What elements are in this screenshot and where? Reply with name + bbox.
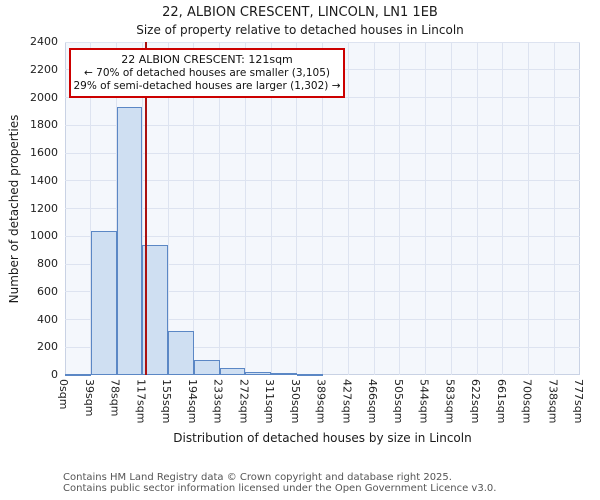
x-tick-label: 350sqm — [288, 379, 302, 424]
x-tick-label: 117sqm — [134, 379, 148, 424]
x-tick-label: 39sqm — [82, 379, 96, 417]
chart-title: 22, ALBION CRESCENT, LINCOLN, LN1 1EB — [162, 5, 438, 20]
histogram-bar — [65, 373, 91, 376]
v-gridline — [322, 42, 323, 375]
x-axis-label: Distribution of detached houses by size … — [173, 431, 472, 445]
y-tick-label: 2200 — [30, 62, 58, 76]
property-annotation-box: 22 ALBION CRESCENT: 121sqm ← 70% of deta… — [69, 48, 345, 98]
v-gridline — [193, 42, 195, 375]
v-gridline — [528, 42, 529, 375]
y-tick-label: 2000 — [30, 90, 58, 104]
v-gridline — [399, 42, 401, 375]
histogram-bar — [116, 107, 143, 375]
y-tick-label: 1600 — [30, 146, 58, 159]
histogram-bar — [271, 372, 297, 375]
x-tick-label: 233sqm — [211, 379, 225, 424]
v-gridline — [502, 42, 504, 375]
v-gridline — [90, 42, 92, 375]
x-tick-label: 427sqm — [340, 379, 354, 424]
y-tick-label: 1400 — [30, 173, 58, 187]
annotation-smaller-line: ← 70% of detached houses are smaller (3,… — [84, 67, 330, 79]
y-tick-label: 1000 — [30, 229, 58, 243]
v-gridline — [476, 42, 478, 375]
histogram-bar — [245, 371, 271, 375]
footer-attribution-line2: Contains public sector information licen… — [63, 483, 497, 494]
v-gridline — [553, 42, 555, 375]
v-gridline — [425, 42, 426, 375]
x-tick-label: 194sqm — [185, 379, 199, 424]
y-tick-label: 800 — [37, 257, 58, 270]
x-tick-label: 311sqm — [263, 379, 276, 424]
y-tick-label: 600 — [37, 284, 58, 298]
footer-attribution-line1: Contains HM Land Registry data © Crown c… — [63, 472, 452, 483]
v-gridline — [270, 42, 272, 375]
histogram-bar — [168, 330, 194, 375]
y-tick-label: 1800 — [30, 118, 58, 132]
x-tick-label: 738sqm — [546, 379, 560, 424]
histogram-bar — [219, 368, 246, 375]
histogram-bar — [90, 230, 117, 375]
v-gridline — [244, 42, 246, 375]
v-gridline — [219, 42, 220, 375]
x-tick-label: 155sqm — [160, 379, 173, 424]
x-tick-label: 78sqm — [108, 379, 122, 417]
histogram-bar — [193, 359, 220, 375]
x-tick-label: 622sqm — [469, 379, 482, 424]
chart-subtitle: Size of property relative to detached ho… — [136, 23, 464, 37]
x-tick-label: 700sqm — [520, 379, 534, 424]
v-gridline — [141, 42, 143, 375]
x-tick-label: 777sqm — [572, 379, 585, 424]
x-tick-label: 389sqm — [314, 379, 328, 424]
x-tick-label: 466sqm — [366, 379, 379, 424]
v-gridline — [373, 42, 375, 375]
property-marker-line — [145, 42, 147, 375]
annotation-property-line: 22 ALBION CRESCENT: 121sqm — [121, 53, 293, 66]
x-tick-label: 583sqm — [443, 379, 457, 424]
v-gridline — [450, 42, 452, 375]
y-tick-label: 400 — [37, 312, 58, 326]
y-tick-label: 2400 — [30, 35, 58, 48]
v-gridline — [296, 42, 298, 375]
x-tick-label: 661sqm — [494, 379, 508, 424]
annotation-larger-line: 29% of semi-detached houses are larger (… — [73, 80, 341, 92]
y-tick-label: 0 — [51, 368, 58, 381]
x-tick-label: 505sqm — [391, 379, 405, 424]
histogram-bar — [296, 373, 323, 376]
x-tick-label: 0sqm — [57, 379, 70, 410]
x-tick-label: 544sqm — [417, 379, 431, 424]
v-gridline — [167, 42, 169, 375]
x-tick-label: 272sqm — [237, 379, 251, 424]
v-gridline — [347, 42, 349, 375]
y-tick-label: 1200 — [30, 201, 58, 215]
y-axis-label: Number of detached properties — [7, 114, 21, 303]
y-tick-label: 200 — [37, 340, 58, 354]
